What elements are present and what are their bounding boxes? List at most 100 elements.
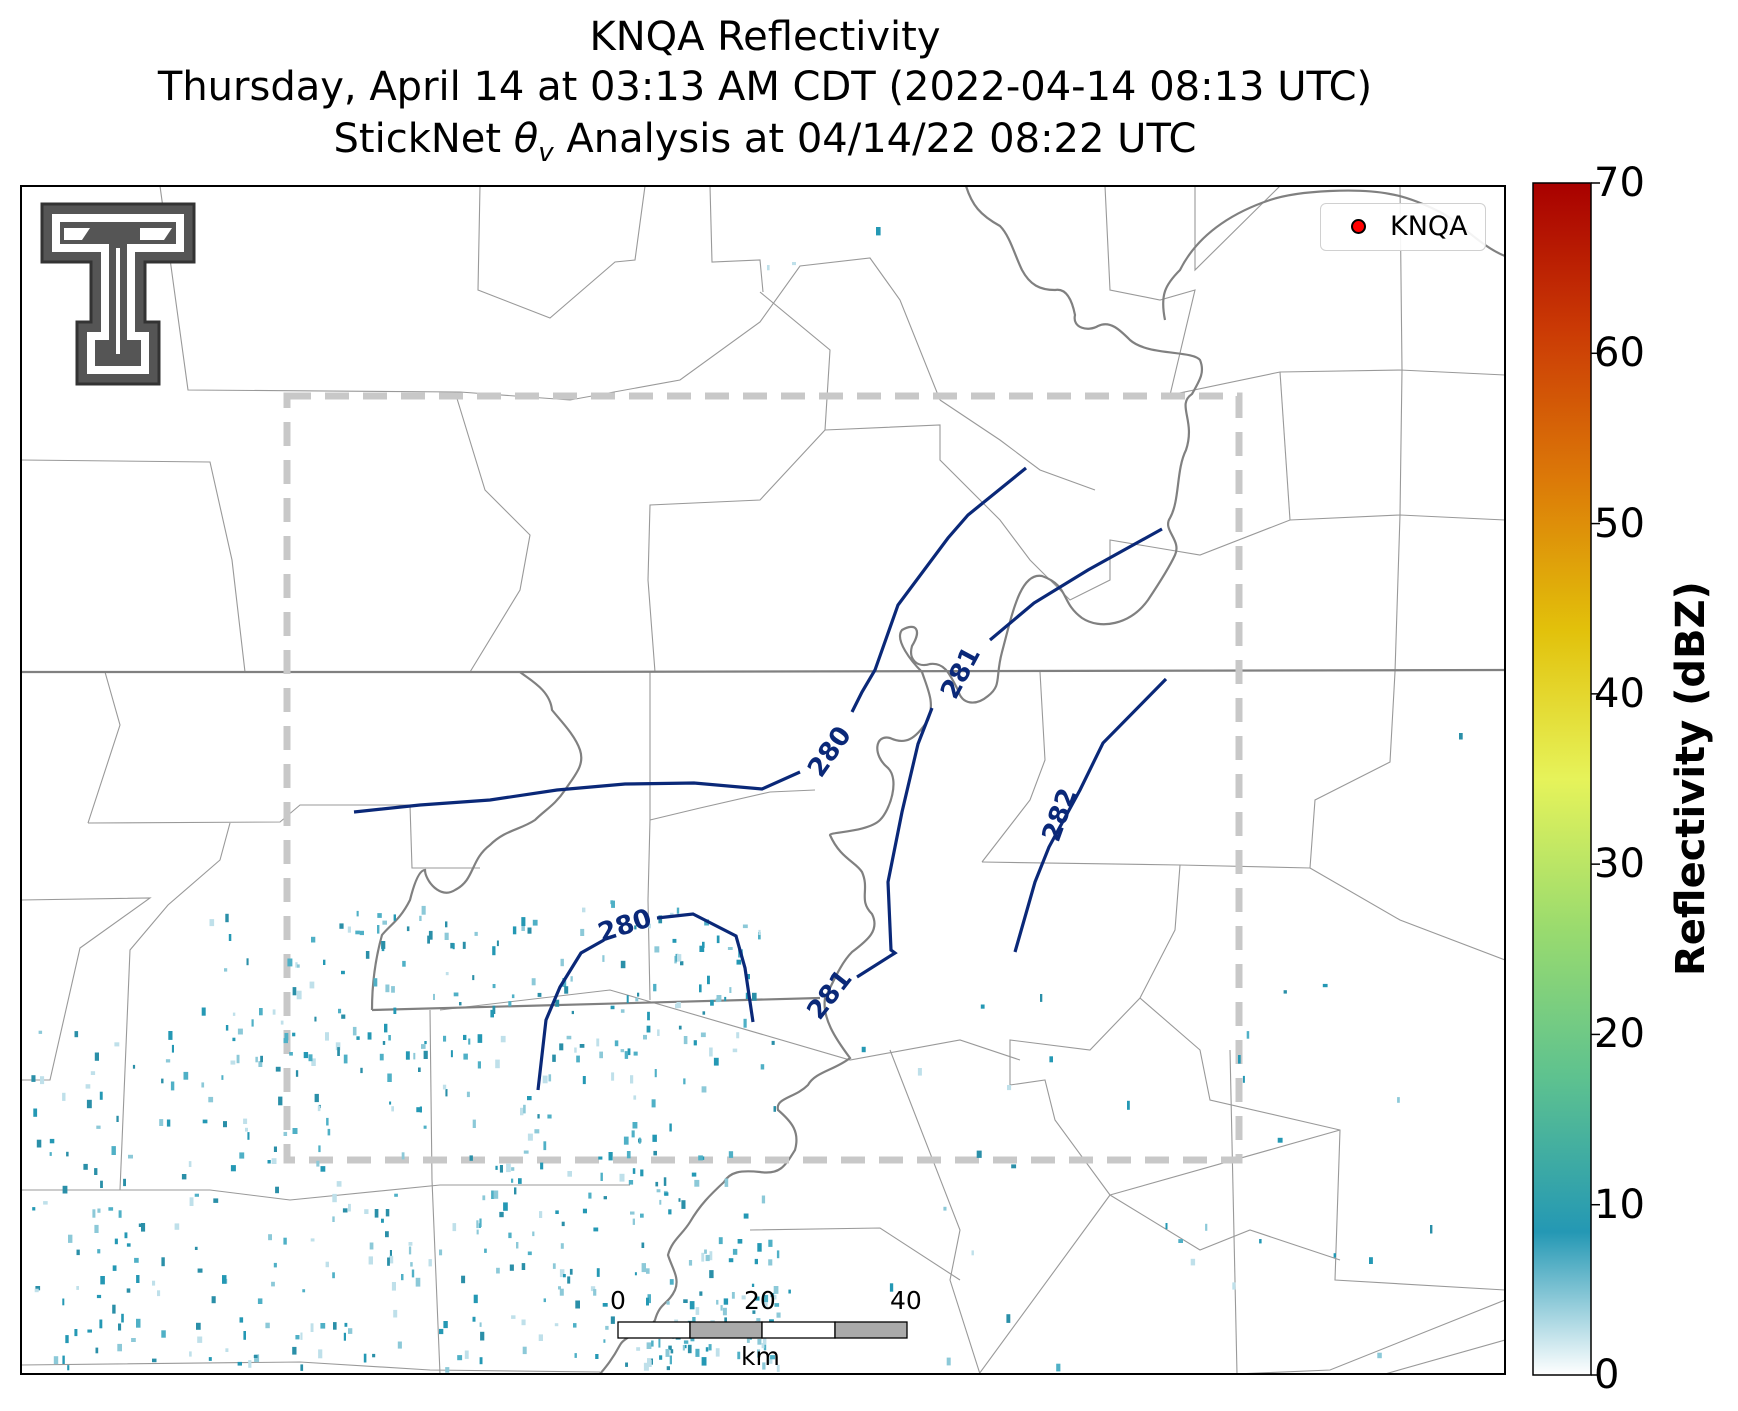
reflectivity-pixel [670, 1349, 674, 1354]
reflectivity-pixel [100, 1276, 105, 1285]
reflectivity-pixel [246, 958, 249, 966]
reflectivity-pixel [359, 930, 364, 936]
reflectivity-pixel [602, 955, 605, 962]
reflectivity-pixel [543, 1141, 547, 1151]
reflectivity-pixel [377, 925, 380, 934]
reflectivity-pixel [574, 1047, 577, 1053]
reflectivity-pixel [482, 1195, 486, 1201]
reflectivity-pixel [239, 1152, 245, 1159]
reflectivity-pixel [523, 1150, 529, 1154]
reflectivity-pixel [602, 1303, 608, 1307]
reflectivity-pixel [273, 1146, 277, 1152]
reflectivity-pixel [773, 1286, 779, 1294]
reflectivity-pixel [34, 1288, 39, 1293]
colorbar [1532, 182, 1592, 1376]
reflectivity-pixel [503, 1202, 508, 1211]
reflectivity-pixel [224, 968, 228, 972]
reflectivity-pixel [637, 992, 640, 997]
reflectivity-pixel [211, 1296, 216, 1304]
reflectivity-pixel [387, 1073, 392, 1082]
reflectivity-pixel [579, 1044, 585, 1048]
reflectivity-pixel [722, 1307, 727, 1316]
reflectivity-pixel [208, 1096, 214, 1103]
reflectivity-pixel [393, 1007, 397, 1014]
reflectivity-pixel [35, 1286, 41, 1291]
reflectivity-pixel [427, 935, 430, 944]
reflectivity-pixel [247, 1132, 250, 1140]
reflectivity-pixel [230, 1060, 236, 1065]
reflectivity-pixel [582, 1208, 587, 1214]
reflectivity-pixel [228, 934, 232, 941]
reflectivity-pixel [567, 1276, 571, 1284]
reflectivity-pixel [484, 1248, 487, 1253]
reflectivity-pixel [418, 1067, 421, 1072]
reflectivity-pixel [443, 1035, 447, 1042]
reflectivity-pixel [511, 994, 515, 999]
reflectivity-pixel [646, 1025, 651, 1033]
reflectivity-pixel [531, 978, 536, 986]
reflectivity-pixel [684, 1344, 687, 1349]
reflectivity-pixel [707, 975, 710, 985]
reflectivity-pixel [416, 1107, 422, 1113]
reflectivity-pixel [253, 1355, 258, 1358]
reflectivity-pixel [688, 1260, 693, 1266]
reflectivity-pixel [555, 1210, 559, 1214]
reflectivity-pixel [452, 943, 455, 950]
contour-label: 280 [802, 721, 858, 783]
reflectivity-pixel [245, 1127, 248, 1132]
reflectivity-pixel [308, 1054, 313, 1062]
reflectivity-pixel [736, 1032, 740, 1039]
reflectivity-pixel [117, 1343, 122, 1352]
reflectivity-pixel [737, 1239, 743, 1244]
reflectivity-pixel [701, 1252, 705, 1262]
reflectivity-pixel [492, 1005, 496, 1014]
reflectivity-pixel [49, 1152, 52, 1156]
reflectivity-pixel [406, 926, 410, 932]
reflectivity-pixel [364, 1209, 369, 1214]
reflectivity-pixel [668, 1345, 672, 1351]
reflectivity-pixel [542, 1075, 548, 1084]
reflectivity-pixel [527, 1251, 532, 1256]
reflectivity-pixel [705, 1254, 710, 1262]
contour-280-north [353, 770, 801, 814]
contour-280-north-tail [850, 466, 1028, 713]
reflectivity-pixel [461, 1275, 466, 1284]
reflectivity-pixel [225, 1348, 229, 1352]
reflectivity-pixel [731, 1292, 735, 1299]
reflectivity-pixel [729, 987, 732, 993]
reflectivity-pixel [385, 984, 390, 993]
reflectivity-pixel [1246, 1031, 1250, 1039]
reflectivity-pixel [85, 1084, 91, 1089]
theta-v-contours [353, 466, 1168, 1091]
reflectivity-pixel [401, 1152, 405, 1160]
scale-bar [617, 1321, 908, 1339]
reflectivity-pixel [716, 1299, 719, 1305]
reflectivity-pixel [31, 1075, 36, 1082]
reflectivity-pixel [239, 1317, 244, 1323]
reflectivity-pixel [724, 1178, 729, 1187]
reflectivity-pixel [570, 976, 573, 982]
reflectivity-pixel [62, 1355, 65, 1364]
reflectivity-pixel [627, 1048, 631, 1056]
reflectivity-pixel [619, 1173, 625, 1182]
reflectivity-pixel [593, 1227, 599, 1232]
reflectivity-pixel [669, 1355, 672, 1365]
reflectivity-pixel [663, 1177, 667, 1186]
reflectivity-pixel [527, 1133, 533, 1141]
reflectivity-pixel [381, 941, 386, 949]
reflectivity-pixel [500, 1035, 506, 1043]
reflectivity-pixel [1006, 1314, 1011, 1323]
reflectivity-pixel [511, 1178, 514, 1183]
reflectivity-pixel [695, 1307, 700, 1315]
reflectivity-pixel [762, 1362, 766, 1370]
reflectivity-pixel [741, 1295, 746, 1300]
reflectivity-pixel [776, 1250, 780, 1259]
reflectivity-pixel [381, 946, 385, 952]
reflectivity-pixel [702, 1011, 706, 1015]
reflectivity-pixel [189, 1197, 194, 1206]
reflectivity-pixel [624, 1051, 629, 1059]
reflectivity-pixel [367, 1032, 372, 1040]
reflectivity-pixel [303, 1052, 309, 1059]
reflectivity-pixel [325, 1032, 329, 1041]
contour-label: 281 [801, 964, 858, 1025]
